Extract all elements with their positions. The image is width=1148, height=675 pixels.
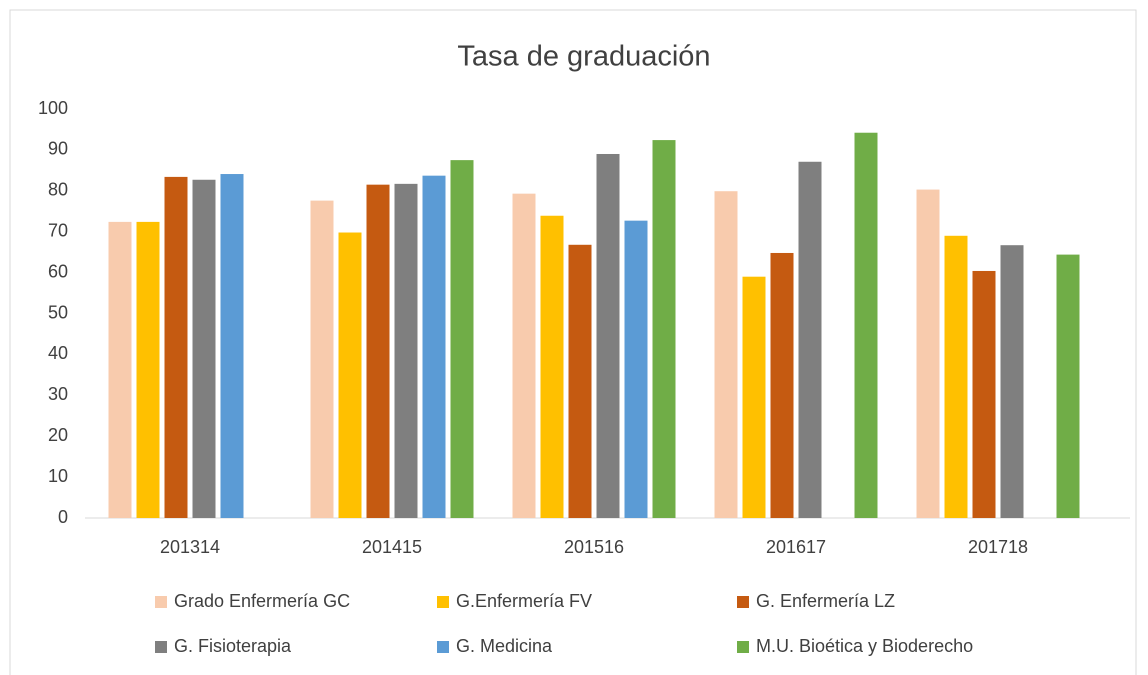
- y-tick-label: 50: [48, 302, 68, 322]
- x-tick-label: 201415: [362, 537, 422, 557]
- bar: [596, 153, 620, 519]
- legend-label: G. Medicina: [456, 636, 553, 656]
- bar: [1056, 254, 1080, 518]
- bar: [164, 176, 188, 519]
- bar: [742, 276, 766, 518]
- chart-title: Tasa de graduación: [457, 41, 710, 73]
- y-tick-label: 90: [48, 139, 68, 159]
- legend-swatch: [737, 596, 749, 608]
- bar: [770, 252, 794, 518]
- y-tick-label: 20: [48, 425, 68, 445]
- bar: [652, 140, 676, 519]
- bar: [714, 191, 738, 519]
- bar: [798, 161, 822, 519]
- legend-swatch: [437, 596, 449, 608]
- y-tick-label: 30: [48, 384, 68, 404]
- bar: [136, 221, 160, 518]
- legend-label: G. Fisioterapia: [174, 636, 292, 656]
- bar: [540, 215, 564, 518]
- bar: [338, 232, 362, 518]
- legend-label: G.Enfermería FV: [456, 591, 592, 611]
- legend-swatch: [155, 596, 167, 608]
- bar: [394, 183, 418, 519]
- bar: [192, 179, 216, 518]
- bar: [972, 270, 996, 518]
- y-tick-label: 80: [48, 180, 68, 200]
- legend-swatch: [437, 641, 449, 653]
- bar: [366, 184, 390, 519]
- bar: [568, 244, 592, 518]
- legend-label: Grado Enfermería GC: [174, 591, 350, 611]
- y-tick-label: 60: [48, 261, 68, 281]
- bar: [944, 235, 968, 519]
- bar: [512, 193, 536, 518]
- bar: [450, 160, 474, 518]
- y-tick-label: 0: [58, 507, 68, 527]
- x-tick-label: 201314: [160, 537, 220, 557]
- bar: [310, 200, 334, 518]
- x-tick-label: 201617: [766, 537, 826, 557]
- y-tick-label: 100: [38, 98, 68, 118]
- bar: [1000, 245, 1024, 518]
- legend-label: M.U. Bioética y Bioderecho: [756, 636, 973, 656]
- legend-swatch: [155, 641, 167, 653]
- legend-swatch: [737, 641, 749, 653]
- bar: [108, 221, 132, 518]
- legend-label: G. Enfermería LZ: [756, 591, 895, 611]
- bar: [916, 189, 940, 518]
- y-tick-label: 10: [48, 466, 68, 486]
- bar: [854, 132, 878, 519]
- chart-frame: [9, 9, 1137, 675]
- y-tick-label: 40: [48, 343, 68, 363]
- x-tick-label: 201516: [564, 537, 624, 557]
- y-tick-label: 70: [48, 220, 68, 240]
- x-tick-label: 201718: [968, 537, 1028, 557]
- bar: [624, 220, 648, 519]
- bar: [220, 174, 244, 518]
- bar: [422, 175, 446, 519]
